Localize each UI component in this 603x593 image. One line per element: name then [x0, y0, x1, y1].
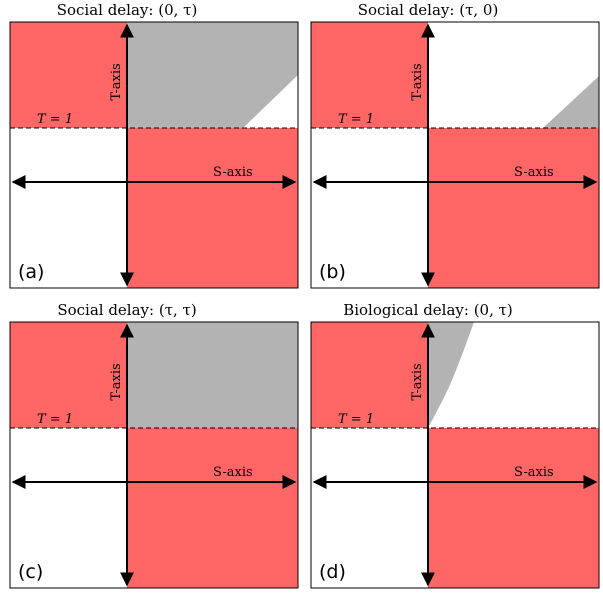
gray-region [428, 322, 474, 428]
panel-d: Biological delay: (0, τ) T = 1 T-axis S-… [310, 301, 600, 589]
threshold-label: T = 1 [37, 412, 73, 427]
panel-frame [9, 321, 299, 589]
t-axis-label: T-axis [109, 363, 124, 400]
gray-region [543, 76, 599, 128]
s-axis-label: S-axis [213, 465, 253, 480]
panel-label: (a) [18, 261, 44, 283]
panel-c: Social delay: (τ, τ) T = 1 T-axis S-axis… [9, 301, 299, 589]
red-region-lower-right [127, 428, 298, 588]
panel-b: Social delay: (τ, 0) T = 1 T-axis S-axis… [310, 1, 600, 289]
red-region-lower-right [428, 128, 599, 288]
panel-title: Social delay: (τ, 0) [358, 1, 499, 19]
red-region-upper-left [311, 22, 428, 128]
t-axis-label: T-axis [410, 363, 425, 400]
s-axis-label: S-axis [213, 165, 253, 180]
panel-frame [310, 21, 600, 289]
panel-frame [310, 321, 600, 589]
s-axis-label: S-axis [514, 165, 554, 180]
panel-label: (c) [18, 561, 43, 583]
red-region-lower-right [428, 428, 599, 588]
threshold-label: T = 1 [37, 112, 73, 127]
red-region-upper-left [10, 22, 127, 128]
threshold-label: T = 1 [338, 412, 374, 427]
panel-title: Social delay: (0, τ) [57, 1, 198, 19]
panel-label: (d) [319, 561, 346, 583]
panel-frame [9, 21, 299, 289]
panel-title: Social delay: (τ, τ) [57, 301, 196, 319]
red-region-upper-left [311, 322, 428, 428]
threshold-label: T = 1 [338, 112, 374, 127]
gray-region [127, 322, 298, 428]
t-axis-label: T-axis [109, 63, 124, 100]
gray-region [127, 22, 298, 128]
panel-a: Social delay: (0, τ) T = 1 T-axis S-axis… [9, 1, 299, 289]
red-region-lower-right [127, 128, 298, 288]
panel-label: (b) [319, 261, 346, 283]
red-region-upper-left [10, 322, 127, 428]
panel-title: Biological delay: (0, τ) [343, 301, 513, 319]
s-axis-label: S-axis [514, 465, 554, 480]
t-axis-label: T-axis [410, 63, 425, 100]
